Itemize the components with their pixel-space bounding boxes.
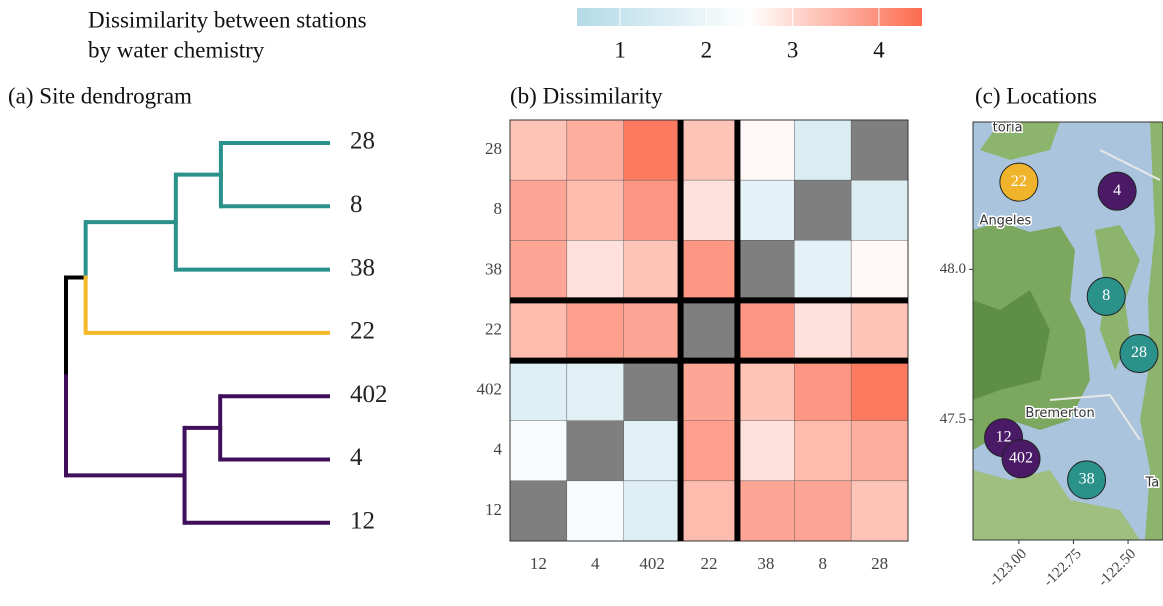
- heatmap-cell: [567, 481, 624, 541]
- heatmap-cell: [681, 180, 738, 240]
- heatmap-cell: [851, 240, 908, 300]
- heatmap-cell: [624, 361, 681, 421]
- heatmap-cell: [681, 421, 738, 481]
- colorbar-tick-label: 3: [787, 37, 799, 62]
- y-tick-label: 22: [485, 319, 502, 338]
- y-tick-label: 12: [485, 500, 502, 519]
- place-label: Ta: [1145, 475, 1160, 490]
- heatmap-cell: [851, 481, 908, 541]
- legend-title: by water chemistry: [88, 37, 265, 62]
- station-label: 12: [996, 428, 1012, 445]
- heatmap-cell: [794, 240, 851, 300]
- colorbar-tick-label: 4: [873, 37, 885, 62]
- heatmap-cell: [510, 421, 567, 481]
- x-tick-label: -122.75: [1041, 546, 1085, 590]
- leaf-label: 38: [350, 254, 375, 281]
- x-tick-label: -123.00: [986, 546, 1030, 590]
- heatmap-cell: [567, 421, 624, 481]
- heatmap-cell: [794, 361, 851, 421]
- heatmap-cell: [851, 300, 908, 360]
- leaf-label: 4: [350, 444, 363, 471]
- heatmap-cell: [737, 180, 794, 240]
- heatmap-cell: [510, 300, 567, 360]
- x-tick-label: 8: [818, 554, 827, 573]
- place-label: toria: [993, 121, 1023, 136]
- heatmap-cell: [624, 240, 681, 300]
- y-tick-label: 28: [485, 139, 502, 158]
- heatmap-cell: [624, 300, 681, 360]
- station-label: 38: [1079, 471, 1095, 488]
- heatmap-cell: [737, 361, 794, 421]
- heatmap-cell: [567, 120, 624, 180]
- panel-title: (c) Locations: [975, 83, 1097, 108]
- heatmap-cell: [737, 481, 794, 541]
- y-tick-label: 48.0: [940, 261, 966, 277]
- heatmap-cell: [851, 361, 908, 421]
- station-label: 22: [1011, 173, 1027, 190]
- heatmap-cell: [737, 300, 794, 360]
- x-tick-label: 402: [639, 554, 665, 573]
- heatmap-cell: [681, 300, 738, 360]
- heatmap-cell: [510, 180, 567, 240]
- leaf-label: 402: [350, 381, 388, 408]
- x-tick-label: 28: [871, 554, 888, 573]
- y-tick-label: 8: [494, 199, 503, 218]
- heatmap-cell: [624, 481, 681, 541]
- heatmap-cell: [681, 240, 738, 300]
- heatmap-cell: [737, 120, 794, 180]
- heatmap-cell: [794, 481, 851, 541]
- station-label: 28: [1131, 344, 1147, 361]
- heatmap-cell: [794, 300, 851, 360]
- heatmap-cell: [794, 120, 851, 180]
- leaf-label: 28: [350, 128, 375, 155]
- y-tick-label: 38: [485, 259, 502, 278]
- legend-title: Dissimilarity between stations: [88, 7, 367, 32]
- panel-title: (b) Dissimilarity: [510, 83, 663, 108]
- station-label: 4: [1113, 182, 1121, 199]
- x-tick-label: 12: [530, 554, 547, 573]
- y-tick-label: 402: [477, 380, 503, 399]
- heatmap-cell: [681, 481, 738, 541]
- heatmap-cell: [851, 120, 908, 180]
- heatmap-cell: [851, 180, 908, 240]
- panel-title: (a) Site dendrogram: [8, 83, 192, 108]
- figure: (a) Site dendrogram (b) Dissimilarity (c…: [0, 0, 1163, 606]
- leaf-label: 22: [350, 318, 375, 345]
- heatmap-cell: [681, 361, 738, 421]
- colorbar-tick-label: 1: [614, 37, 626, 62]
- heatmap-cell: [624, 421, 681, 481]
- place-label: Bremerton: [1025, 406, 1094, 421]
- heatmap-cell: [681, 120, 738, 180]
- heatmap-cell: [737, 240, 794, 300]
- y-tick-label: 4: [494, 440, 503, 459]
- heatmap-cell: [510, 361, 567, 421]
- station-label: 402: [1009, 449, 1033, 466]
- place-label: Angeles: [980, 214, 1032, 229]
- station-label: 8: [1102, 287, 1110, 304]
- heatmap-cell: [510, 481, 567, 541]
- heatmap-cell: [624, 120, 681, 180]
- heatmap-cell: [510, 240, 567, 300]
- heatmap-cell: [567, 240, 624, 300]
- x-tick-label: 38: [757, 554, 774, 573]
- heatmap-cell: [624, 180, 681, 240]
- heatmap-cell: [737, 421, 794, 481]
- heatmap-cell: [794, 180, 851, 240]
- leaf-label: 12: [350, 508, 375, 535]
- heatmap-cell: [510, 120, 567, 180]
- x-tick-label: -122.50: [1095, 546, 1139, 590]
- heatmap-cell: [567, 361, 624, 421]
- x-tick-label: 4: [591, 554, 600, 573]
- heatmap-cell: [851, 421, 908, 481]
- colorbar-tick-label: 2: [701, 37, 713, 62]
- heatmap-cell: [567, 300, 624, 360]
- colorbar: [577, 8, 922, 26]
- heatmap-cell: [794, 421, 851, 481]
- y-tick-label: 47.5: [940, 411, 966, 427]
- x-tick-label: 22: [701, 554, 718, 573]
- leaf-label: 8: [350, 191, 363, 218]
- heatmap-cell: [567, 180, 624, 240]
